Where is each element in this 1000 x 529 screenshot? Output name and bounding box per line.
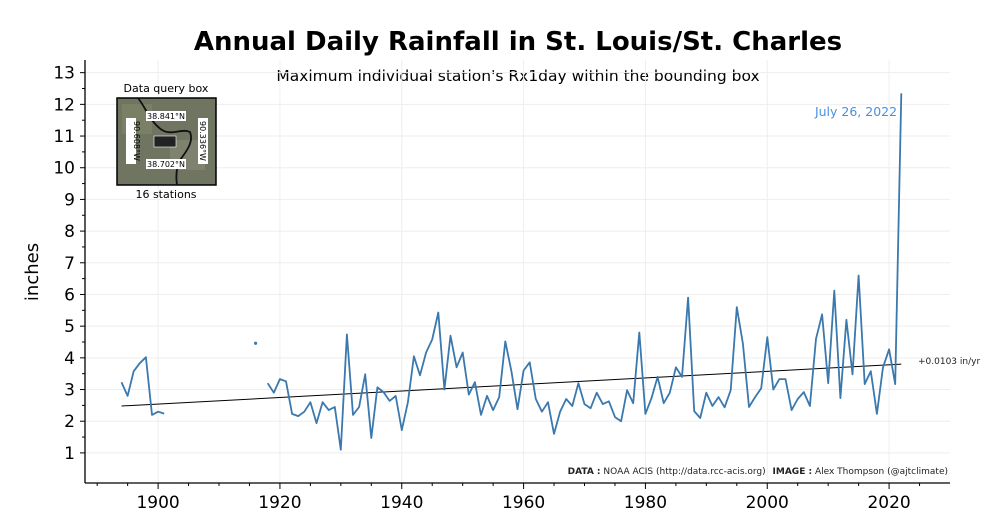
trend-label: +0.0103 in/yr xyxy=(918,357,980,367)
inset-title: Data query box xyxy=(124,82,209,95)
credit-image-label: IMAGE : xyxy=(773,467,813,477)
y-axis-label: inches xyxy=(22,243,43,301)
city-box xyxy=(153,135,177,148)
rainfall-series xyxy=(120,93,903,451)
y-tick-label: 6 xyxy=(64,285,75,305)
inset-north: 38.841°N xyxy=(147,112,185,121)
credit-data-label: DATA : xyxy=(568,467,601,477)
chart-subtitle: Maximum individual station's Rx1day with… xyxy=(276,67,759,85)
x-tick-label: 1960 xyxy=(502,493,545,513)
chart-title: Annual Daily Rainfall in St. Louis/St. C… xyxy=(194,27,842,57)
x-tick-label: 1920 xyxy=(258,493,301,513)
x-tick-label: 1900 xyxy=(136,493,179,513)
y-tick-label: 11 xyxy=(53,127,75,147)
y-tick-label: 12 xyxy=(53,95,75,115)
y-tick-label: 2 xyxy=(64,412,75,432)
inset-south: 38.702°N xyxy=(147,160,185,169)
y-tick-label: 13 xyxy=(53,64,75,84)
y-tick-label: 8 xyxy=(64,222,75,242)
y-tick-label: 7 xyxy=(64,254,75,274)
inset-caption: 16 stations xyxy=(135,188,196,201)
credit-data-text: NOAA ACIS (http://data.rcc-acis.org) xyxy=(603,467,765,477)
x-tick-label: 1940 xyxy=(380,493,423,513)
x-tick-label: 2020 xyxy=(867,493,910,513)
inset-east: 90.336°W xyxy=(198,121,207,161)
y-tick-label: 1 xyxy=(64,444,75,464)
inset-map: Data query box 38.841°N 38.702°N 90.608°… xyxy=(116,82,217,201)
credit-line: DATA : NOAA ACIS (http://data.rcc-acis.o… xyxy=(568,467,948,477)
y-tick-label: 4 xyxy=(64,349,75,369)
inset-west: 90.608°W xyxy=(132,121,141,161)
x-tick-label: 2000 xyxy=(746,493,789,513)
y-tick-label: 5 xyxy=(64,317,75,337)
gridlines xyxy=(85,60,950,483)
record-annotation: July 26, 2022 xyxy=(814,104,897,119)
x-tick-label: 1980 xyxy=(624,493,667,513)
credit-image-text: Alex Thompson (@ajtclimate) xyxy=(815,467,948,477)
rainfall-line xyxy=(120,93,903,451)
y-tick-label: 10 xyxy=(53,159,75,179)
data-point xyxy=(253,341,258,345)
y-tick-label: 9 xyxy=(64,190,75,210)
y-tick-label: 3 xyxy=(64,381,75,401)
